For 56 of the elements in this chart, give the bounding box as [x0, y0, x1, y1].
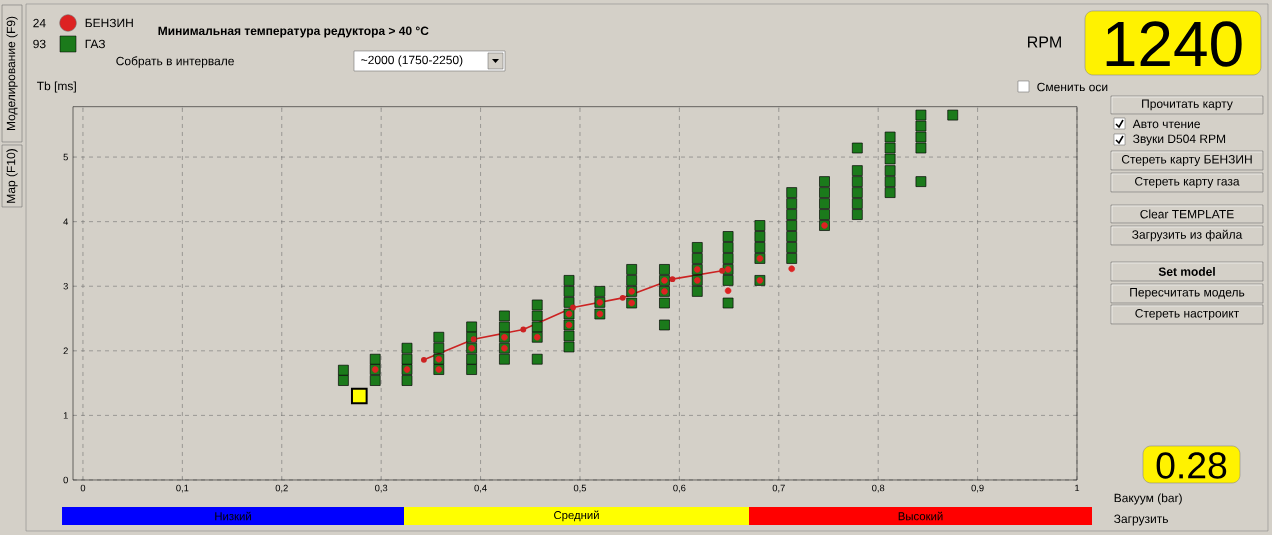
text: Звуки D504 RPM [1133, 134, 1226, 146]
y-tick-label: 1 [63, 412, 68, 419]
y-tick-label: 2 [63, 347, 68, 355]
x-tick-label: 0,4 [474, 484, 487, 493]
text: Средний [554, 510, 599, 522]
text: Загрузить из файла [1132, 229, 1243, 242]
x-tick-label: 0,5 [573, 484, 587, 493]
y-tick-label: 5 [63, 153, 68, 161]
point [788, 265, 795, 273]
y-tick-label: 3 [63, 282, 68, 290]
y-tick-label: 0 [63, 476, 68, 484]
text: Стереть настроикт [1135, 309, 1240, 320]
text: 1240 [1106, 21, 1242, 67]
text: Низкий [215, 511, 251, 521]
point [724, 287, 732, 295]
x-tick-label: 0,1 [176, 484, 189, 493]
x-tick-label: 0 [80, 484, 86, 492]
text: Set model [1158, 267, 1215, 276]
text: Map (F10) [6, 149, 18, 203]
text: Прочитать карту [1142, 99, 1233, 111]
point [619, 294, 626, 301]
legend-label: БЕНЗИН [85, 18, 133, 28]
text: Моделирование (F9) [6, 16, 18, 131]
text: Пересчитать модель [1130, 288, 1245, 299]
point [570, 304, 576, 311]
x-tick-label: 0,6 [673, 484, 686, 493]
text: ~2000 (1750-2250) [361, 55, 463, 67]
text: Стереть карту газа [1135, 177, 1240, 188]
text: Clear TEMPLATE [1140, 209, 1234, 219]
x-tick-label: 0,2 [275, 484, 288, 493]
text: Сменить оси [1037, 82, 1108, 92]
point [420, 356, 427, 363]
chart-title: Минимальная температура редуктора > 40 °C [158, 26, 429, 38]
text: 93 [33, 39, 46, 49]
text: Авто чтение [1132, 119, 1200, 129]
x-tick-label: 0,9 [971, 484, 984, 493]
text: Высокий [898, 511, 943, 521]
text: Собрать в интервале [116, 56, 234, 68]
x-tick-label: 0,3 [375, 484, 388, 493]
x-tick-label: 1 [1075, 484, 1080, 492]
y-axis-title: Tb [ms] [37, 81, 76, 93]
point [350, 387, 368, 405]
point [719, 267, 726, 274]
x-tick-label: 0,7 [772, 484, 785, 493]
text: Стереть карту БЕНЗИН [1121, 155, 1252, 166]
point [520, 326, 527, 333]
x-tick-label: 0,8 [872, 484, 885, 493]
text: Вакуум (bar) [1114, 493, 1182, 505]
legend-label: ГАЗ [85, 39, 105, 49]
text: RPM [1028, 36, 1061, 48]
point [470, 336, 477, 343]
text: 0.28 [1156, 452, 1227, 479]
text: Загрузить [1114, 514, 1169, 526]
y-tick-label: 4 [63, 218, 69, 225]
text: 24 [33, 18, 46, 28]
point [669, 276, 676, 283]
